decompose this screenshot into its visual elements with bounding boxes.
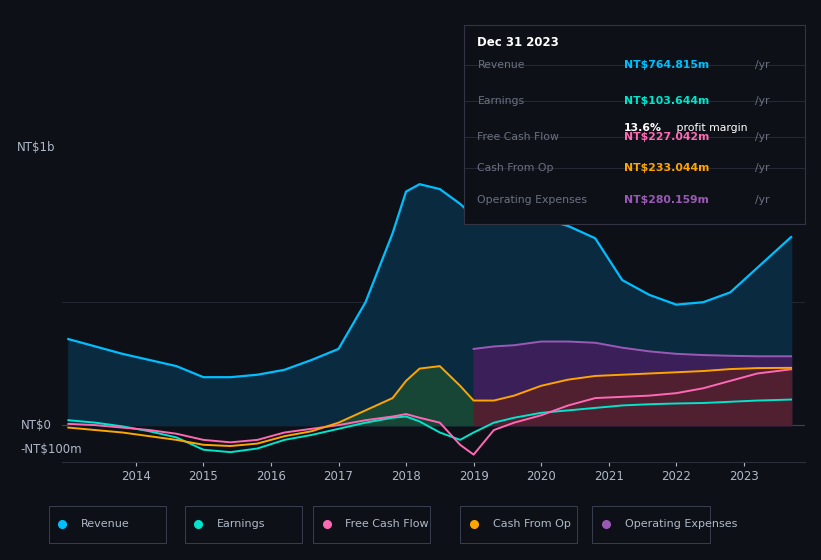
Text: NT$0: NT$0 bbox=[21, 419, 52, 432]
Text: Cash From Op: Cash From Op bbox=[493, 519, 571, 529]
Text: Dec 31 2023: Dec 31 2023 bbox=[478, 36, 559, 49]
Text: Operating Expenses: Operating Expenses bbox=[625, 519, 737, 529]
Text: profit margin: profit margin bbox=[673, 123, 748, 133]
FancyBboxPatch shape bbox=[593, 506, 709, 543]
Text: -NT$100m: -NT$100m bbox=[21, 443, 82, 456]
Text: Revenue: Revenue bbox=[478, 60, 525, 70]
Text: Operating Expenses: Operating Expenses bbox=[478, 195, 588, 205]
Text: Earnings: Earnings bbox=[478, 96, 525, 106]
Text: 13.6%: 13.6% bbox=[624, 123, 662, 133]
Text: Free Cash Flow: Free Cash Flow bbox=[478, 132, 559, 142]
Text: NT$764.815m: NT$764.815m bbox=[624, 60, 709, 70]
Text: NT$103.644m: NT$103.644m bbox=[624, 96, 709, 106]
Text: Cash From Op: Cash From Op bbox=[478, 164, 554, 174]
Text: NT$1b: NT$1b bbox=[17, 141, 56, 153]
Text: NT$280.159m: NT$280.159m bbox=[624, 195, 709, 205]
FancyBboxPatch shape bbox=[185, 506, 301, 543]
Text: /yr: /yr bbox=[755, 60, 769, 70]
Text: /yr: /yr bbox=[755, 195, 769, 205]
FancyBboxPatch shape bbox=[461, 506, 577, 543]
Text: NT$227.042m: NT$227.042m bbox=[624, 132, 709, 142]
Text: /yr: /yr bbox=[755, 96, 769, 106]
Text: Revenue: Revenue bbox=[81, 519, 130, 529]
FancyBboxPatch shape bbox=[48, 506, 166, 543]
Text: /yr: /yr bbox=[755, 164, 769, 174]
Text: NT$233.044m: NT$233.044m bbox=[624, 164, 709, 174]
Text: Free Cash Flow: Free Cash Flow bbox=[346, 519, 429, 529]
FancyBboxPatch shape bbox=[313, 506, 430, 543]
Text: Earnings: Earnings bbox=[217, 519, 265, 529]
Text: /yr: /yr bbox=[755, 132, 769, 142]
